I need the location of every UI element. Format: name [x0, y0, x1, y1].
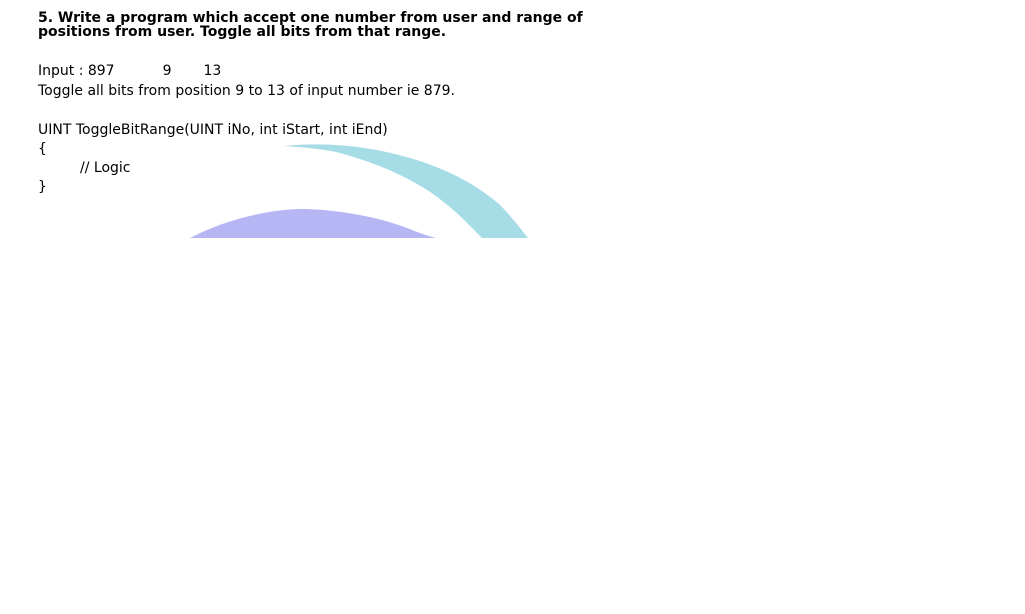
watermark-teal-arc — [284, 144, 528, 238]
input-end: 13 — [203, 63, 222, 79]
code-signature: UINT ToggleBitRange(UINT iNo, int iStart… — [38, 122, 388, 138]
code-close-brace: } — [38, 179, 47, 195]
example-description: Toggle all bits from position 9 to 13 of… — [38, 83, 455, 99]
watermark-purple-dome — [190, 209, 436, 238]
input-label: Input : 897 — [38, 63, 115, 79]
question-title-line-2: positions from user. Toggle all bits fro… — [38, 24, 447, 40]
question-title-line-1: 5. Write a program which accept one numb… — [38, 10, 583, 26]
code-open-brace: { — [38, 141, 47, 157]
code-body-comment: // Logic — [80, 160, 131, 176]
input-start: 9 — [162, 63, 172, 79]
example-input-line: Input : 897 9 13 — [38, 63, 221, 79]
